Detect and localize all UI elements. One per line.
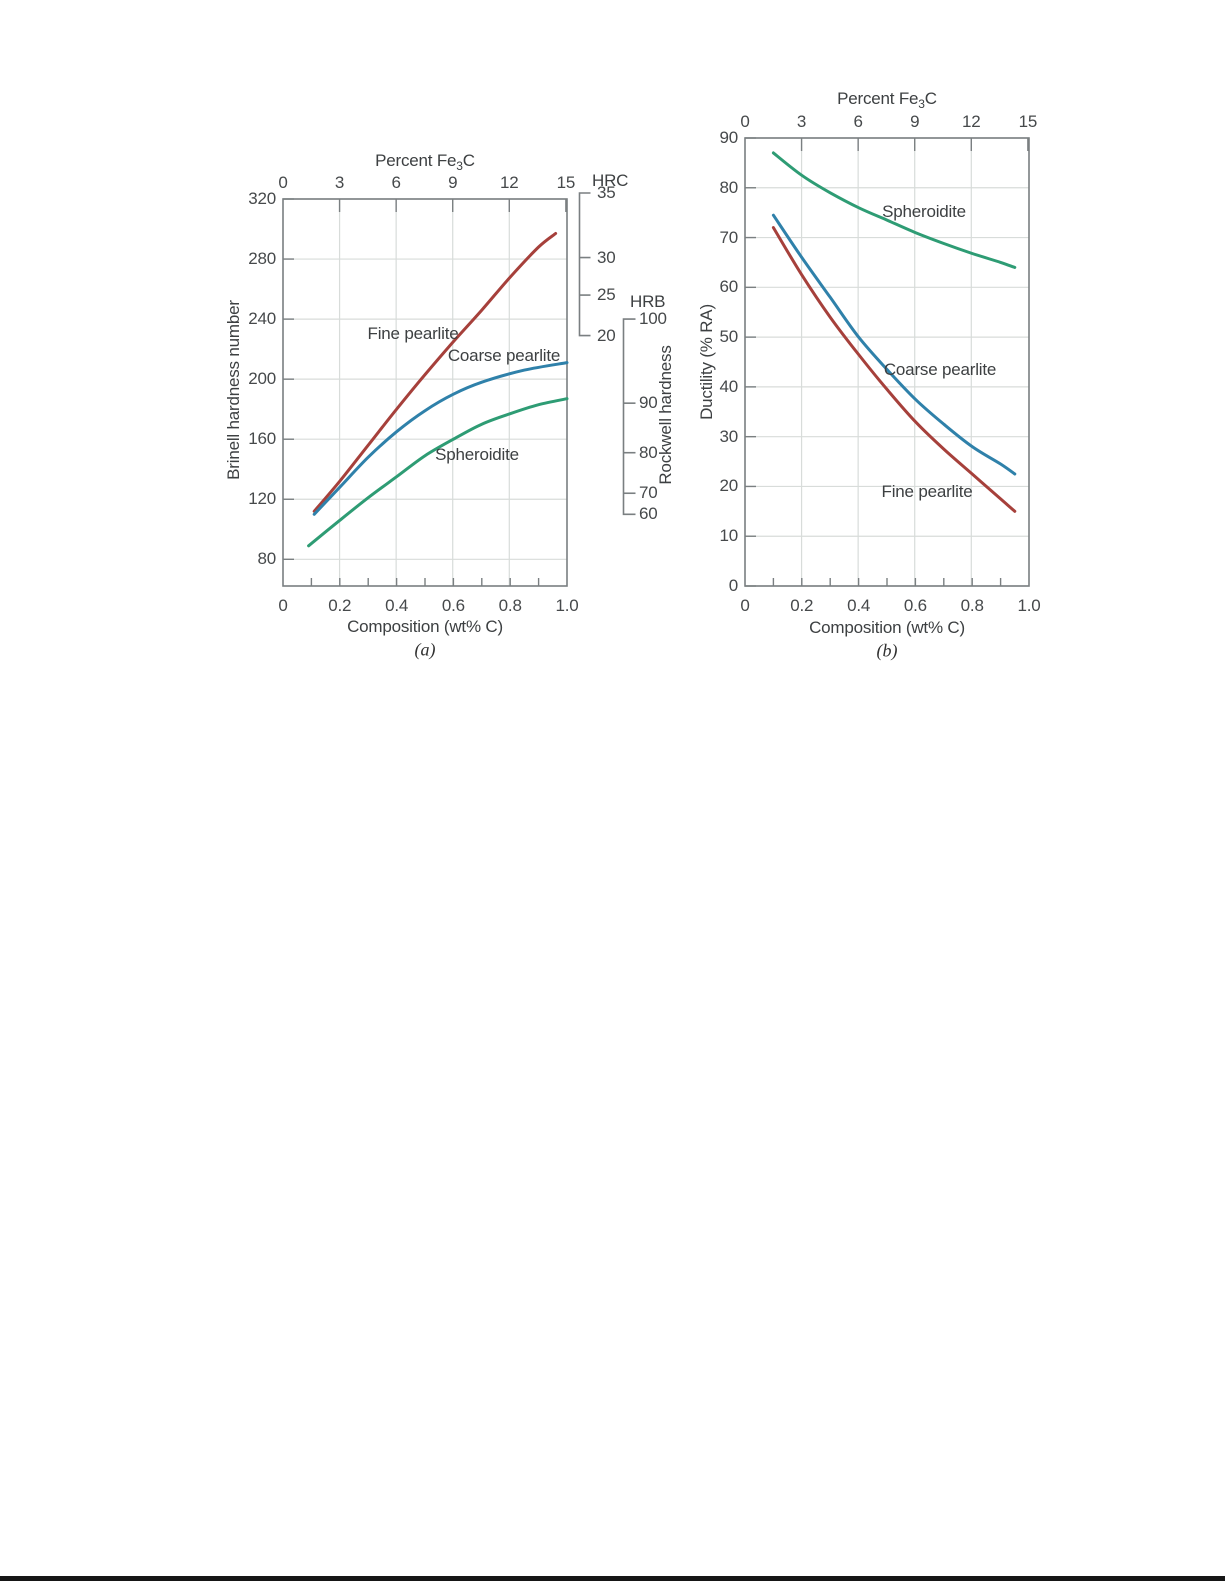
- curve-spheroidite: [307, 397, 569, 548]
- curve-spheroidite: [771, 151, 1017, 269]
- chart-a-plot-border: [282, 198, 568, 587]
- curve-coarse-pearlite: [312, 361, 569, 516]
- scale-bracket-hrc: [578, 192, 591, 337]
- curve-fine-pearlite: [312, 232, 558, 513]
- page-bottom-rule: [0, 1576, 1225, 1581]
- curve-coarse-pearlite: [771, 213, 1017, 476]
- curve-fine-pearlite: [771, 226, 1017, 513]
- scale-bracket-hrb: [622, 318, 636, 516]
- chart-b-plot-border: [744, 137, 1030, 587]
